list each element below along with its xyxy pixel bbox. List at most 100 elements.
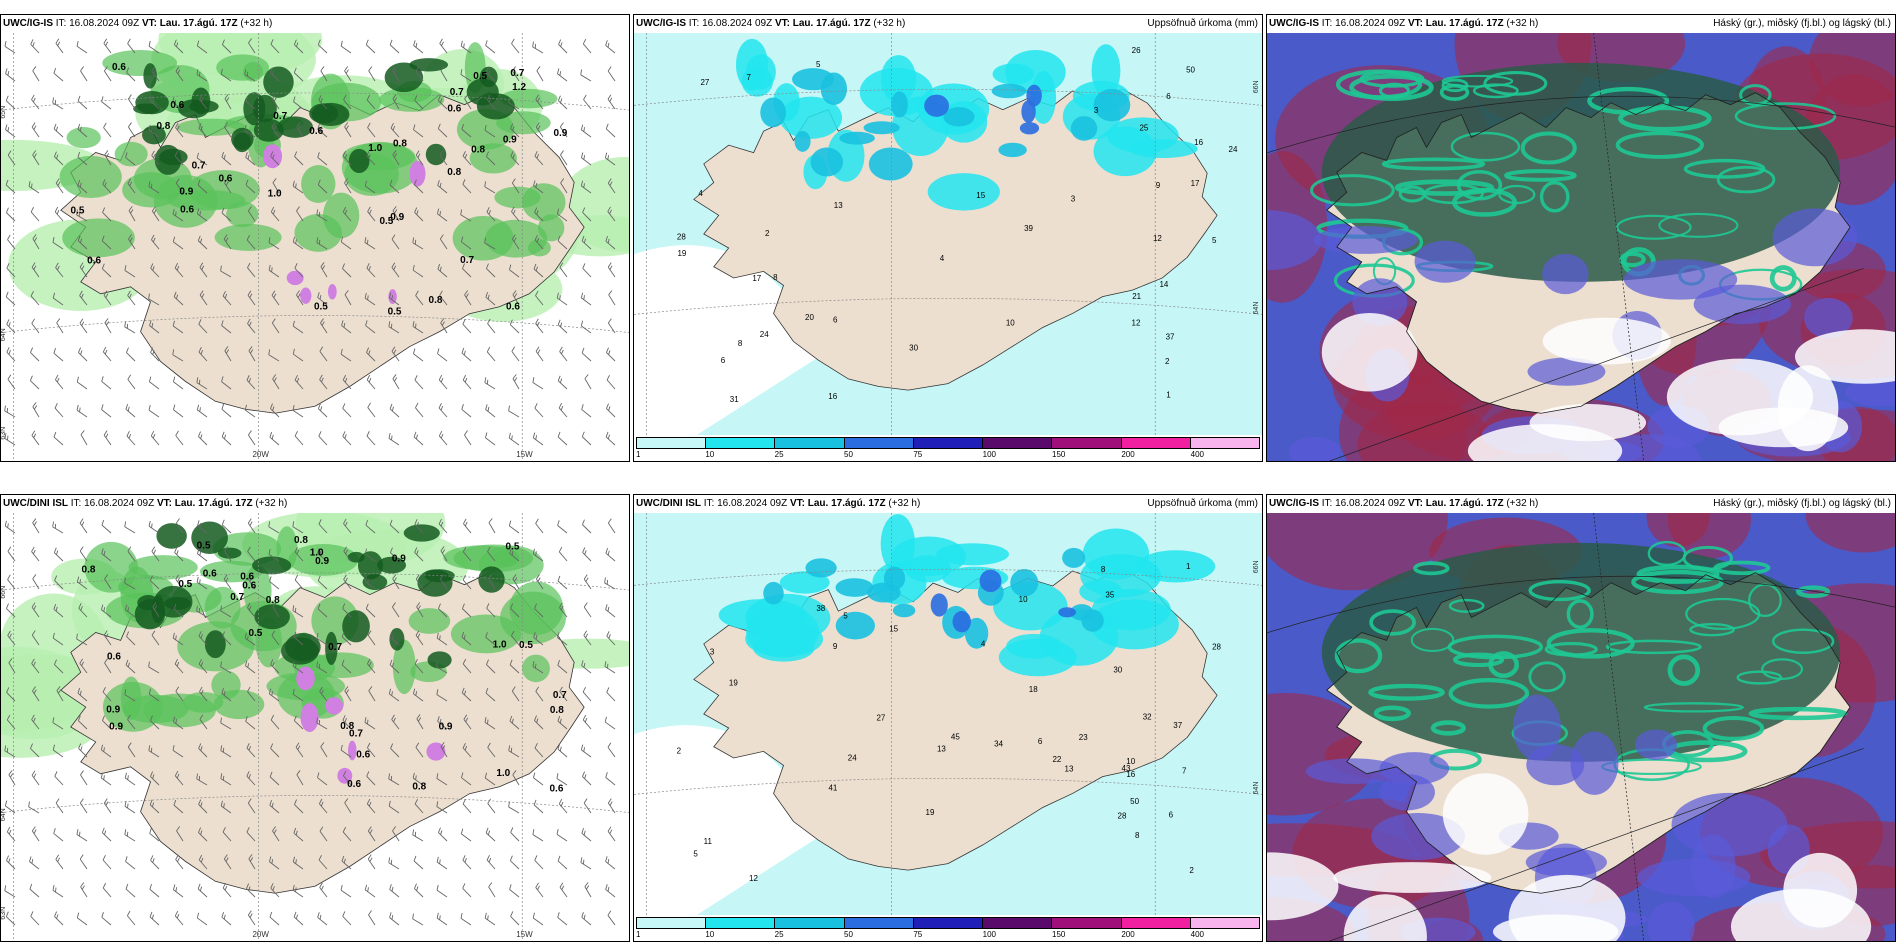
latitude-label: 64N <box>1253 782 1260 795</box>
vt-value: Lau. 17.ágú. 17Z <box>159 18 238 29</box>
rain-value-label: 0.5 <box>388 306 402 317</box>
precip-value-label: 43 <box>1122 764 1131 773</box>
precip-value-label: 6 <box>1038 737 1043 746</box>
it-label: IT: <box>703 498 715 509</box>
legend-label: 1 <box>636 450 641 459</box>
wind-map[interactable]: 0.9 0.5 0.6 1.0 0.8 0.7 0.6 0.9 0.5 0.8 0.7 0.6 1.0 0… <box>1 513 629 941</box>
legend-label: 1 <box>636 930 641 939</box>
legend-label: 50 <box>844 930 853 939</box>
precip-value-label: 8 <box>738 339 743 348</box>
panel-title: Háský (gr.), miðský (fj.bl.) og lágský (… <box>1713 498 1891 509</box>
vt-value: Lau. 17.ágú. 17Z <box>807 498 886 509</box>
legend-label: 150 <box>1052 930 1066 939</box>
precip-value-label: 10 <box>1019 595 1028 604</box>
wind-map[interactable]: 0.9 0.5 0.8 0.6 0.5 0.7 0.8 0.6 1.0 0.9 0.7 0.8 0.6 0… <box>1 33 629 461</box>
precip-value-label: 24 <box>760 330 769 339</box>
bottom-cloud-panel: UWC/IG-IS IT: 16.08.2024 09Z VT: Lau. 17… <box>1266 494 1896 942</box>
top-precip-panel: UWC/IG-IS IT: 16.08.2024 09Z VT: Lau. 17… <box>633 14 1263 462</box>
rain-value-label: 0.6 <box>550 783 564 794</box>
rain-value-label: 0.5 <box>519 640 533 651</box>
precip-value-label: 2 <box>1189 866 1194 875</box>
legend-swatch <box>775 918 845 928</box>
rain-value-label: 0.8 <box>393 138 407 149</box>
precip-value-label: 1 <box>1186 562 1191 571</box>
rain-value-label: 0.6 <box>203 569 217 580</box>
precip-value-label: 19 <box>926 808 935 817</box>
rain-value-label: 0.9 <box>439 722 453 733</box>
precip-value-label: 17 <box>752 274 761 283</box>
precip-value-label: 2 <box>765 229 770 238</box>
precip-value-label: 2 <box>1165 357 1170 366</box>
rain-value-label: 0.9 <box>179 186 193 197</box>
precip-value-label: 6 <box>721 356 726 365</box>
precip-value-label: 6 <box>1169 811 1174 820</box>
it-label: IT: <box>1321 498 1333 509</box>
model-name: UWC/IG-IS <box>3 18 53 29</box>
rain-value-label: 0.8 <box>266 595 280 606</box>
rain-value-label: 0.9 <box>106 705 120 716</box>
legend-swatch <box>1052 438 1122 448</box>
rain-value-label: 0.8 <box>340 721 354 732</box>
rain-value-label: 1.0 <box>496 768 510 779</box>
precip-value-label: 26 <box>1132 46 1141 55</box>
latitude-label: 66N <box>1253 80 1260 93</box>
precip-value-label: 37 <box>1166 333 1175 342</box>
longitude-label: 20W <box>252 450 269 459</box>
precip-value-label: 41 <box>828 784 837 793</box>
vt-value: Lau. 17.ágú. 17Z <box>1425 498 1504 509</box>
legend-label: 25 <box>774 450 784 459</box>
legend-swatch <box>844 918 914 928</box>
vt-value: Lau. 17.ágú. 17Z <box>792 18 871 29</box>
precip-value-label: 3 <box>1071 195 1076 204</box>
rain-value-label: 0.9 <box>553 128 567 139</box>
panel-header: UWC/IG-IS IT: 16.08.2024 09Z VT: Lau. 17… <box>636 17 1258 31</box>
precip-value-label: 16 <box>1126 770 1135 779</box>
precip-value-label: 20 <box>805 313 814 322</box>
rain-value-label: 0.7 <box>510 68 524 79</box>
precip-value-label: 8 <box>773 273 778 282</box>
legend-swatch <box>913 918 984 928</box>
precip-value-label: 32 <box>1143 712 1152 721</box>
legend-swatch <box>1190 918 1259 928</box>
panel-header: UWC/DINI ISL IT: 16.08.2024 09Z VT: Lau.… <box>3 497 625 511</box>
precip-value-label: 19 <box>729 679 738 688</box>
precip-map[interactable]: 2 8 6 12 8 5 6 26 17 28 39 31 50 14 21 24 37 30 27 24 20 16 15… <box>634 33 1262 435</box>
rain-value-label: 0.6 <box>242 581 256 592</box>
lead-time: (+32 h) <box>1506 18 1539 29</box>
rain-value-label: 0.9 <box>390 212 404 223</box>
rain-value-label: 0.5 <box>314 302 328 313</box>
panel-title: Uppsöfnuð úrkoma (mm) <box>1147 498 1258 509</box>
precip-value-label: 27 <box>876 714 885 723</box>
vt-label: VT: <box>156 498 172 509</box>
precip-value-label: 12 <box>1132 319 1141 328</box>
legend-label: 100 <box>982 930 997 939</box>
legend-swatch <box>1121 438 1191 448</box>
vt-label: VT: <box>141 18 157 29</box>
rain-value-label: 0.7 <box>460 255 474 266</box>
precip-value-label: 45 <box>951 733 960 742</box>
precip-value-label: 37 <box>1173 721 1182 730</box>
precip-map[interactable]: 2 10 6 12 8 5 38 41 28 13 45 35 43 50 28 37 34 27 24 19 16 15… <box>634 513 1262 915</box>
rain-value-label: 0.6 <box>506 302 520 313</box>
rain-value-label: 0.9 <box>315 556 329 567</box>
it-value: 16.08.2024 09Z <box>1335 498 1406 509</box>
precip-value-label: 24 <box>848 753 857 762</box>
rain-value-label: 1.0 <box>268 189 282 200</box>
latitude-label: 66N <box>1253 560 1260 573</box>
lead-time: (+32 h) <box>240 18 273 29</box>
longitude-label: 15W <box>516 930 533 939</box>
legend-label: 50 <box>844 450 853 459</box>
precip-value-label: 30 <box>1113 666 1122 675</box>
vt-label: VT: <box>1407 18 1423 29</box>
cloud-map[interactable] <box>1267 513 1895 941</box>
rain-value-label: 0.6 <box>87 255 101 266</box>
legend-label: 75 <box>913 450 923 459</box>
precip-value-label: 14 <box>1159 280 1168 289</box>
precip-legend-labels: 1 10 25 50 75 100 150 200 400 <box>636 449 1260 460</box>
panel-header: UWC/IG-IS IT: 16.08.2024 09Z VT: Lau. 17… <box>1269 497 1891 511</box>
rain-value-label: 0.5 <box>379 216 393 227</box>
it-label: IT: <box>1321 18 1333 29</box>
cloud-map[interactable] <box>1267 33 1895 461</box>
panel-title: Uppsöfnuð úrkoma (mm) <box>1147 18 1258 29</box>
rain-value-label: 0.6 <box>447 103 461 114</box>
